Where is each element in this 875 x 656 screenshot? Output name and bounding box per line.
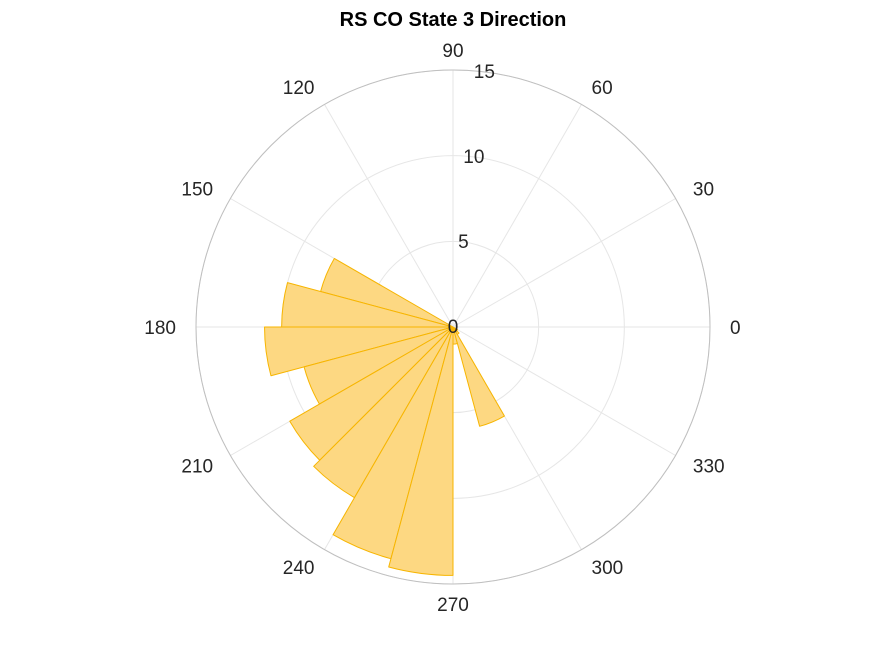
bar-11 (452, 326, 458, 332)
theta-tick-label-300: 300 (592, 558, 624, 579)
r-tick-label-5: 5 (458, 232, 469, 253)
theta-tick-label-210: 210 (181, 457, 213, 478)
theta-tick-label-30: 30 (693, 180, 714, 201)
theta-tick-label-330: 330 (693, 457, 725, 478)
r-tick-label-0: 0 (448, 317, 459, 338)
spoke-330 (452, 326, 676, 456)
outer-ring (195, 69, 711, 585)
theta-tick-label-180: 180 (144, 318, 176, 339)
spoke-120 (324, 104, 454, 328)
spoke-60 (452, 104, 582, 328)
histogram-bars (264, 257, 505, 576)
theta-tick-label-90: 90 (442, 41, 463, 62)
theta-tick-label-60: 60 (592, 78, 613, 99)
chart-title: RS CO State 3 Direction (340, 9, 567, 31)
theta-tick-label-120: 120 (283, 78, 315, 99)
theta-tick-label-0: 0 (730, 318, 741, 339)
radial-tick-labels: 0 5 10 15 (448, 62, 495, 338)
spoke-30 (452, 198, 676, 328)
theta-tick-label-270: 270 (437, 595, 469, 616)
r-tick-label-15: 15 (474, 62, 495, 83)
r-tick-label-10: 10 (463, 147, 484, 168)
bar-9 (452, 326, 505, 427)
theta-tick-label-150: 150 (181, 180, 213, 201)
theta-tick-label-240: 240 (283, 558, 315, 579)
bar-7 (388, 326, 454, 576)
